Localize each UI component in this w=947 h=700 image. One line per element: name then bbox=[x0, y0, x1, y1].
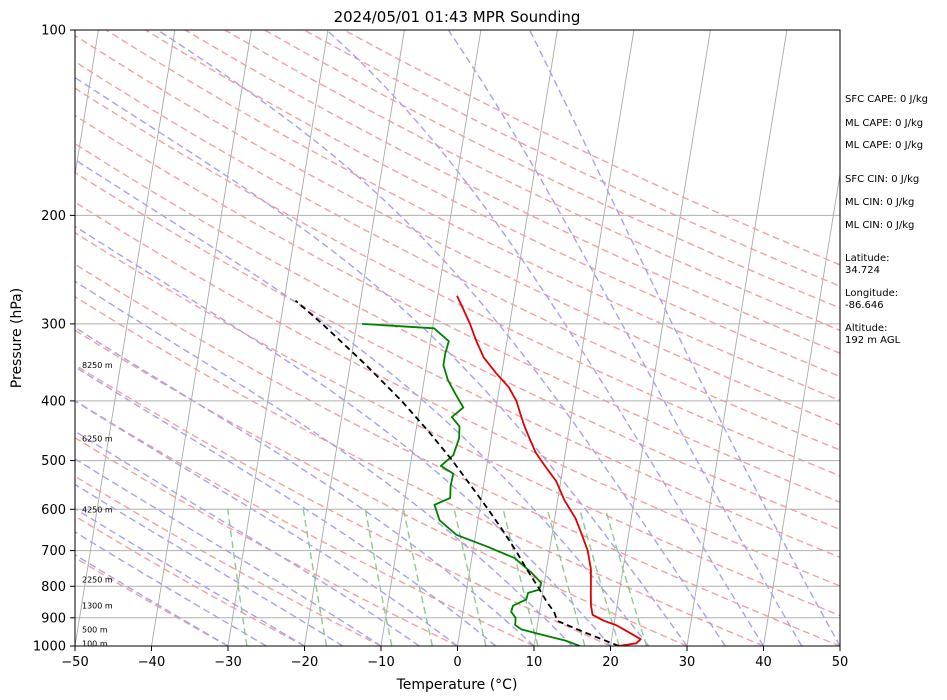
isotherm-line bbox=[304, 30, 405, 646]
moist-adiabat-line bbox=[75, 280, 573, 646]
x-tick-label: −30 bbox=[214, 655, 241, 670]
y-tick-label: 500 bbox=[41, 454, 66, 469]
moist-adiabat-line bbox=[157, 30, 726, 646]
x-tick-label: −40 bbox=[138, 655, 165, 670]
height-label: 1300 m bbox=[82, 602, 113, 611]
moist-adiabat-line bbox=[75, 76, 688, 646]
height-label: 100 m bbox=[82, 639, 108, 648]
moist-adiabat-line bbox=[75, 458, 382, 646]
chart-title: 2024/05/01 01:43 MPR Sounding bbox=[334, 8, 581, 26]
x-tick-label: −20 bbox=[291, 655, 318, 670]
sounding-annotation: ML CAPE: 0 J/kg bbox=[845, 118, 923, 129]
y-axis-title: Pressure (hPa) bbox=[9, 288, 25, 388]
dry-adiabat-line bbox=[75, 60, 840, 451]
y-tick-label: 300 bbox=[41, 317, 66, 332]
sounding-annotations: SFC CAPE: 0 J/kg ML CAPE: 0 J/kg ML CAPE: … bbox=[845, 94, 928, 346]
moist-adiabat-line bbox=[75, 483, 344, 646]
moist-adiabat-line bbox=[447, 30, 803, 646]
moist-adiabat-line bbox=[326, 30, 765, 646]
dry-adiabat-line bbox=[75, 295, 764, 646]
isotherm-line bbox=[686, 30, 788, 646]
height-label: 2250 m bbox=[82, 576, 113, 585]
moist-adiabat-line bbox=[75, 225, 612, 646]
sounding-annotation: SFC CAPE: 0 J/kg bbox=[845, 94, 928, 105]
isotherm-line bbox=[75, 30, 99, 178]
isotherm-line bbox=[380, 30, 482, 646]
dry-adiabat-line bbox=[75, 436, 458, 646]
dry-adiabat-line bbox=[303, 30, 840, 287]
isotherm-line bbox=[227, 30, 329, 646]
x-tick-label: −10 bbox=[367, 655, 394, 670]
sounding-annotation: Latitude: bbox=[845, 253, 890, 264]
height-label: 8250 m bbox=[82, 361, 113, 370]
y-tick-label: 800 bbox=[41, 580, 66, 595]
grid-lines bbox=[75, 30, 840, 646]
y-tick-label: 100 bbox=[41, 24, 66, 39]
y-tick-label: 200 bbox=[41, 209, 66, 224]
isotherm-line bbox=[610, 30, 711, 646]
x-axis-title: Temperature (°C) bbox=[396, 677, 518, 693]
dry-adiabat-line bbox=[75, 364, 611, 646]
dry-adiabat-line bbox=[75, 556, 229, 646]
x-tick-label: 10 bbox=[526, 655, 543, 670]
x-axis-ticks: −50 −40 −30 −20 −10 0 10 20 30 40 50 bbox=[61, 646, 848, 670]
dry-adiabat-line bbox=[75, 142, 840, 531]
x-tick-label: 50 bbox=[832, 655, 849, 670]
dry-adiabat-line bbox=[75, 515, 305, 646]
dry-adiabat-line bbox=[264, 30, 840, 309]
y-tick-label: 400 bbox=[41, 394, 66, 409]
dry-adiabat-line bbox=[75, 201, 840, 587]
x-tick-label: 40 bbox=[755, 655, 772, 670]
x-tick-label: 20 bbox=[602, 655, 619, 670]
sounding-annotation: -86.646 bbox=[845, 300, 884, 311]
dewpoint-line bbox=[362, 323, 581, 646]
sounding-annotation: ML CIN: 0 J/kg bbox=[845, 220, 914, 231]
isotherm-line bbox=[763, 171, 840, 646]
x-tick-label: −50 bbox=[61, 655, 88, 670]
sounding-annotation: SFC CIN: 0 J/kg bbox=[845, 174, 919, 185]
dry-adiabat-line bbox=[75, 171, 840, 559]
y-tick-label: 900 bbox=[41, 611, 66, 626]
sounding-annotation: ML CIN: 0 J/kg bbox=[845, 197, 914, 208]
height-labels: 8250 m 6250 m 4250 m 2250 m 1300 m 500 m 100 m bbox=[82, 361, 113, 648]
y-axis-ticks: 100 200 300 400 500 600 700 800 900 1000 bbox=[33, 24, 75, 655]
dry-adiabat-line bbox=[75, 475, 382, 646]
dry-adiabat-line bbox=[75, 34, 840, 426]
moist-adiabat-line bbox=[75, 430, 420, 646]
sounding-annotation: ML CAPE: 0 J/kg bbox=[845, 140, 923, 151]
sounding-annotation: Longitude: bbox=[845, 288, 898, 299]
height-label: 4250 m bbox=[82, 505, 113, 514]
dry-adiabat-line bbox=[75, 263, 840, 646]
sounding-annotation: 192 m AGL bbox=[845, 335, 901, 346]
sounding-annotation: Altitude: bbox=[845, 323, 887, 334]
y-tick-label: 600 bbox=[41, 503, 66, 518]
height-label: 6250 m bbox=[82, 434, 113, 443]
moist-adiabat-line bbox=[75, 400, 458, 646]
y-tick-label: 700 bbox=[41, 544, 66, 559]
isotherm-line bbox=[457, 30, 558, 646]
x-tick-label: 30 bbox=[679, 655, 696, 670]
moist-adiabat-line bbox=[75, 158, 650, 646]
dry-adiabat-line bbox=[75, 114, 840, 504]
sounding-annotation: 34.724 bbox=[845, 265, 880, 276]
background-lines bbox=[75, 30, 840, 646]
parcel-profile-line bbox=[294, 299, 620, 646]
temperature-line bbox=[456, 295, 642, 646]
dry-adiabat-line bbox=[75, 87, 840, 477]
mixing-ratio-line bbox=[604, 509, 648, 646]
mixing-ratio-line bbox=[546, 509, 586, 646]
height-label: 500 m bbox=[82, 625, 108, 634]
dry-adiabat-line bbox=[224, 30, 840, 332]
series-lines bbox=[294, 295, 642, 646]
moist-adiabat-line bbox=[75, 365, 497, 646]
isotherm-line bbox=[75, 30, 176, 646]
x-tick-label: 0 bbox=[453, 655, 461, 670]
y-tick-label: 1000 bbox=[33, 640, 66, 655]
dry-adiabat-line bbox=[75, 399, 535, 646]
moist-adiabat-line bbox=[529, 30, 840, 646]
dry-adiabat-line bbox=[75, 231, 840, 617]
mixing-ratio-line bbox=[579, 509, 620, 646]
